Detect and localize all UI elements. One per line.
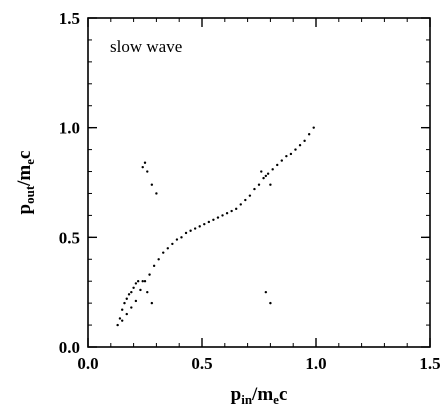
annotation-slow-wave: slow wave	[110, 37, 182, 56]
data-point	[121, 319, 124, 322]
data-point	[189, 229, 192, 232]
data-point	[266, 172, 270, 175]
data-point	[216, 216, 220, 219]
data-point	[212, 218, 215, 221]
data-point	[175, 238, 179, 241]
data-point	[148, 273, 151, 276]
data-point	[134, 299, 138, 303]
data-point	[146, 290, 149, 294]
data-point	[171, 242, 174, 246]
data-point	[244, 198, 247, 202]
data-point	[166, 247, 169, 250]
data-point	[141, 280, 144, 283]
data-point	[248, 194, 252, 197]
data-point	[198, 225, 201, 228]
data-point	[271, 168, 274, 171]
data-point	[121, 308, 124, 311]
y-tick-label: 1.5	[59, 9, 80, 28]
data-point	[253, 187, 256, 191]
data-point	[294, 148, 297, 151]
x-tick-label: 0.5	[191, 354, 212, 373]
data-point	[146, 170, 149, 173]
data-point	[307, 133, 311, 136]
data-point	[127, 293, 131, 296]
data-point	[125, 297, 128, 300]
data-point	[264, 174, 268, 178]
data-point	[150, 183, 154, 186]
data-point	[193, 227, 197, 230]
x-tick-label: 1.0	[305, 354, 326, 373]
y-axis-label: pout/mec	[14, 151, 37, 215]
data-point	[239, 203, 242, 206]
data-point	[257, 183, 261, 186]
labels: 0.0 0.5 1.0 1.5 0.0 0.5 1.0 1.5 slow wave pin/mec…	[14, 9, 441, 407]
data-point	[230, 209, 233, 213]
data-point	[184, 231, 188, 235]
x-tick-label: 1.5	[419, 354, 440, 373]
data-point	[260, 170, 263, 173]
x-tick-label: 0.0	[77, 354, 98, 373]
data-point	[141, 165, 144, 169]
data-point	[276, 163, 279, 167]
data-point	[139, 288, 142, 292]
data-point	[221, 214, 224, 217]
data-point	[269, 301, 272, 305]
y-tick-label: 0.5	[59, 228, 80, 247]
data-point	[116, 323, 119, 327]
data-point	[143, 280, 147, 283]
data-point	[118, 317, 122, 320]
data-point	[155, 192, 158, 195]
data-point	[150, 301, 154, 305]
data-point	[130, 306, 133, 309]
data-point	[298, 144, 302, 147]
y-tick-label: 1.0	[59, 119, 80, 138]
data-point	[264, 290, 268, 294]
x-axis-label: pin/mec	[231, 384, 288, 407]
data-point	[136, 280, 140, 283]
data-point	[289, 152, 293, 156]
scatter-points	[116, 126, 315, 327]
data-point	[303, 139, 306, 143]
data-point	[285, 154, 288, 158]
data-point	[235, 207, 238, 211]
data-point	[125, 312, 128, 316]
y-tick-label: 0.0	[59, 338, 80, 357]
data-point	[269, 183, 272, 186]
data-point	[130, 290, 133, 294]
data-point	[152, 264, 156, 268]
data-point	[207, 220, 211, 224]
data-point	[280, 159, 283, 162]
data-point	[143, 161, 147, 164]
plot-frame	[87, 17, 431, 348]
data-point	[180, 236, 183, 239]
data-point	[157, 258, 160, 261]
data-point	[262, 176, 265, 180]
data-point	[132, 286, 135, 289]
data-point	[312, 126, 315, 129]
data-point	[134, 282, 138, 285]
data-point	[225, 212, 229, 215]
axes	[87, 17, 431, 348]
data-point	[123, 301, 126, 305]
data-point	[203, 222, 206, 226]
data-point	[162, 251, 165, 254]
